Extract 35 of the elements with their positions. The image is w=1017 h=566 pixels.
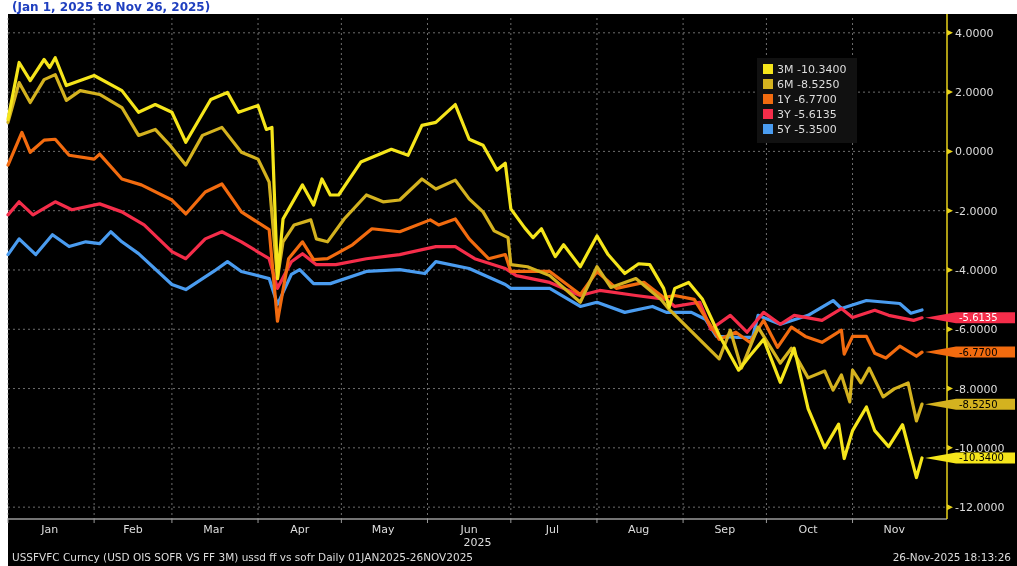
x-tick-label: Oct [798,523,819,536]
legend-label: 1Y -6.7700 [777,93,837,106]
x-axis-title: 2025 [463,536,492,549]
text: USSFVFC Curncy (USD OIS SOFR VS FF 3M) ussd ff vs sofr Daily 01JAN2025-26NOV2025 [12,551,474,563]
legend-label: 5Y -5.3500 [777,123,837,136]
x-tick-label: Aug [627,523,650,536]
line-series [6,56,924,480]
y-tick-label: -6.0000 [955,323,998,337]
x-tick-label: Nov [883,523,906,536]
annotation: -5.6135 [959,312,998,324]
x-tick-label: Apr [290,523,310,536]
chart-title: (Jan 1, 2025 to Nov 26, 2025) [12,0,211,14]
legend-label: 3Y -5.6135 [777,108,837,121]
legend-label: 3M -10.3400 [777,63,847,76]
x-tick-label: Sep [714,523,736,536]
annotation: -8.5250 [959,398,998,410]
y-tick-label: -4.0000 [955,263,998,277]
line-series [6,200,924,334]
y-tick-label: 4.0000 [955,26,994,40]
y-tick-label: 0.0000 [955,145,994,159]
line-series [6,73,924,423]
y-tick-label: -12.0000 [955,501,1005,515]
x-tick-label: May [371,523,395,536]
x-tick-label: Jun [459,523,478,536]
x-tick-label: Feb [123,523,143,536]
text: 26-Nov-2025 18:13:26 [892,551,1012,563]
y-tick-label: 2.0000 [955,86,994,100]
y-tick-label: -2.0000 [955,204,998,218]
x-tick-label: Jan [40,523,59,536]
annotation: -6.7700 [959,346,998,358]
annotation: -10.3400 [959,452,1004,464]
x-tick-label: Mar [203,523,225,536]
x-tick-label: Jul [544,523,560,536]
legend-label: 6M -8.5250 [777,78,840,91]
y-tick-label: -8.0000 [955,382,998,396]
